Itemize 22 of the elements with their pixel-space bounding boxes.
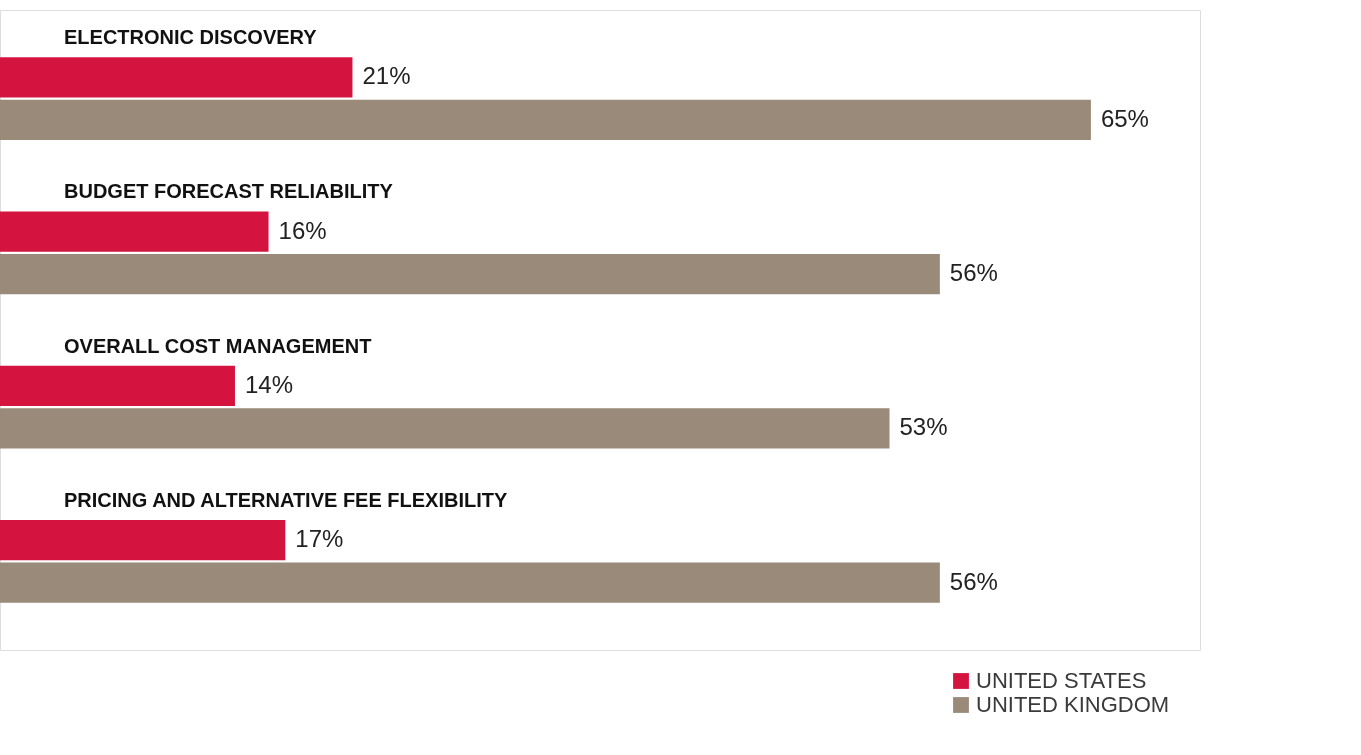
bar xyxy=(0,408,890,449)
y-tick-label: BUDGET FORECAST RELIABILITY xyxy=(64,180,394,203)
data-label: 65% xyxy=(1100,104,1149,132)
data-label: 56% xyxy=(949,567,998,595)
data-label: 16% xyxy=(278,216,327,244)
bar xyxy=(0,562,940,603)
data-label: 17% xyxy=(295,525,344,553)
data-label: 14% xyxy=(244,370,294,398)
bar xyxy=(0,519,286,561)
bar xyxy=(0,99,1091,141)
data-label: 56% xyxy=(949,259,998,287)
bar xyxy=(0,365,235,407)
bar xyxy=(0,253,940,295)
y-tick-label: PRICING AND ALTERNATIVE FEE FLEXIBILITY xyxy=(64,488,508,511)
legend-label: UNITED KINGDOM xyxy=(976,692,1170,717)
y-tick-label: OVERALL COST MANAGEMENT xyxy=(64,334,372,357)
data-label: 21% xyxy=(362,62,411,90)
bar xyxy=(0,57,353,98)
bar xyxy=(0,211,269,252)
data-label: 53% xyxy=(899,413,948,441)
y-tick-label: ELECTRONIC DISCOVERY xyxy=(64,26,318,49)
legend-label: UNITED STATES xyxy=(976,668,1147,693)
